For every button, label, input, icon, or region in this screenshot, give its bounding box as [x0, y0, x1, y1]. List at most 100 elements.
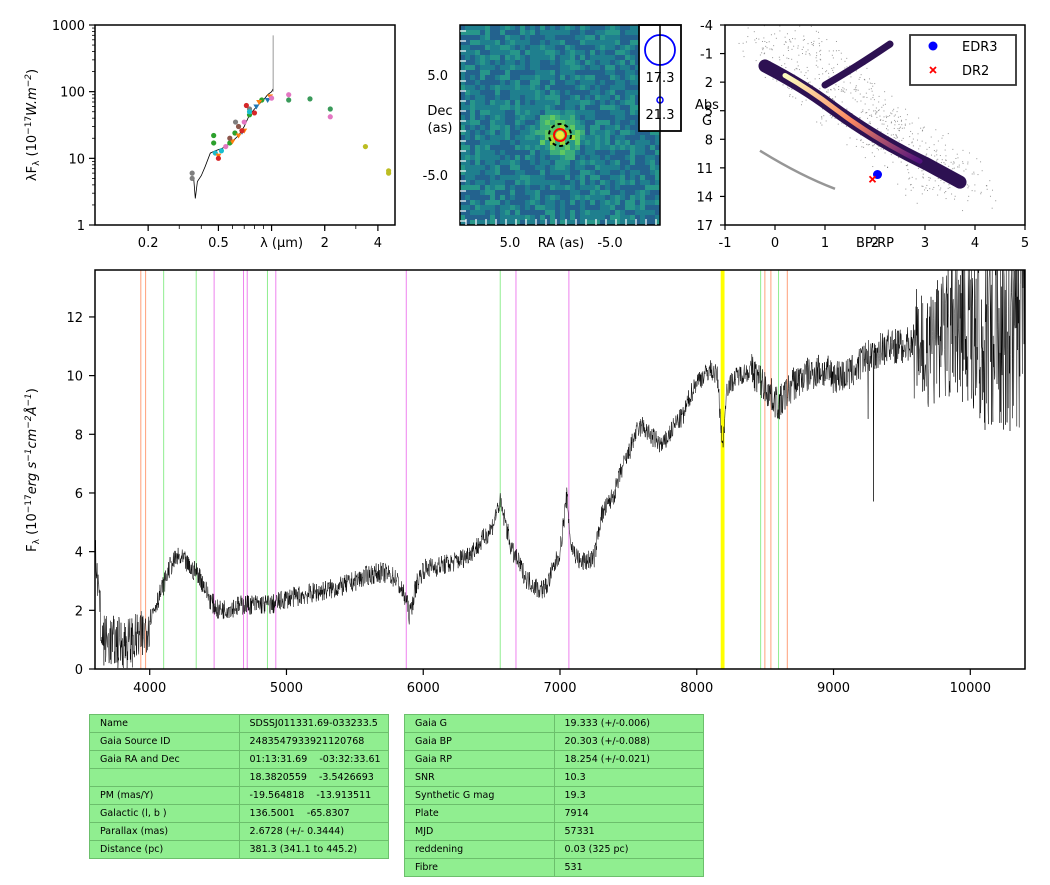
info-table-row: Name SDSSJ011331.69-033233.5 — [89, 714, 389, 733]
spectrum-xtick-label: 7000 — [543, 681, 576, 696]
sed-xtick-label: 4 — [374, 236, 382, 251]
hr-legend-label: EDR3 — [962, 40, 998, 55]
info-table-row: Gaia RA and Dec 01:13:31.69 -03:32:33.61 — [89, 750, 389, 769]
info-table-key: Fibre — [404, 858, 555, 877]
hr-ylabel: G — [702, 114, 712, 129]
info-table-value: 2483547933921120768 — [238, 732, 389, 751]
image-ytick-label: 5.0 — [427, 69, 448, 84]
sed-point — [211, 132, 217, 139]
info-table-key: Synthetic G mag — [404, 786, 555, 805]
sed-point — [386, 170, 392, 176]
info-table-value: -19.564818 -13.913511 — [238, 786, 389, 805]
hr-xtick-label: 0 — [771, 236, 779, 251]
info-table-key: Gaia RP — [404, 750, 555, 769]
info-table-value: 531 — [553, 858, 704, 877]
sed-ytick-label: 1000 — [52, 19, 85, 34]
sed-point — [241, 119, 247, 125]
sed-xtick-label: 0.5 — [208, 236, 229, 251]
info-table-key: Distance (pc) — [89, 840, 240, 859]
hr-main-sequence-core — [782, 72, 923, 164]
sed-point — [215, 155, 222, 161]
info-table-row: Fibre 531 — [404, 858, 704, 877]
info-table-key: Gaia G — [404, 714, 555, 733]
sed-xtick-label: λ (μm) — [260, 236, 303, 251]
sed-point — [327, 114, 333, 120]
info-table-key: Gaia Source ID — [89, 732, 240, 751]
hr-legend-marker-dr2 — [929, 66, 937, 74]
info-table-value: 18.254 (+/-0.021) — [553, 750, 704, 769]
sed-point — [189, 175, 195, 182]
hr-ytick-label: 2 — [705, 76, 713, 91]
hr-ytick-label: 11 — [696, 162, 713, 177]
info-table-value: 0.03 (325 pc) — [553, 840, 704, 859]
spectrum-ytick-label: 6 — [75, 487, 83, 502]
image-xtick-label: 5.0 — [500, 236, 521, 251]
image-xtick-label: -5.0 — [597, 236, 622, 251]
spectrum-ytick-label: 2 — [75, 604, 83, 619]
info-table-value: 19.3 — [553, 786, 704, 805]
info-table-key: Parallax (mas) — [89, 822, 240, 841]
image-xlabel: RA (as) — [538, 236, 584, 251]
sed-point — [286, 92, 292, 98]
sed-point — [253, 104, 260, 110]
info-table-row: Gaia RP 18.254 (+/-0.021) — [404, 750, 704, 769]
sed-point — [307, 96, 313, 102]
sed-frame — [94, 24, 396, 226]
info-table-row: PM (mas/Y) -19.564818 -13.913511 — [89, 786, 389, 805]
info-table-row: Gaia G 19.333 (+/-0.006) — [404, 714, 704, 733]
info-table-value: 136.5001 -65.8307 — [238, 804, 389, 823]
info-table-row: Distance (pc) 381.3 (341.1 to 445.2) — [89, 840, 389, 859]
info-table-value: SDSSJ011331.69-033233.5 — [238, 714, 389, 733]
info-table-row: Galactic (l, b ) 136.5001 -65.8307 — [89, 804, 389, 823]
hr-ylabel: Abs — [695, 98, 719, 113]
sed-point — [246, 109, 253, 115]
hr-point-dr2 — [868, 175, 877, 183]
sed-point — [223, 143, 229, 150]
info-table-row: Parallax (mas) 2.6728 (+/- 0.3444) — [89, 822, 389, 841]
info-table-row: SNR 10.3 — [404, 768, 704, 787]
hr-xtick-label: 4 — [971, 236, 979, 251]
hr-xlabel: BP-RP — [856, 236, 894, 251]
info-table-row: Gaia Source ID 2483547933921120768 — [89, 732, 389, 751]
image-source-marker — [553, 128, 567, 142]
sed-point — [286, 97, 292, 103]
hr-xtick-label: -1 — [719, 236, 732, 251]
sed-xtick-label: 0.2 — [138, 236, 159, 251]
image-frame — [459, 24, 661, 226]
sed-point — [264, 97, 271, 103]
info-table-key — [89, 768, 240, 787]
sed-point — [268, 95, 275, 101]
hr-ytick-label: 5 — [705, 105, 713, 120]
image-aperture — [548, 123, 572, 147]
info-table-row: reddening 0.03 (325 pc) — [404, 840, 704, 859]
spectrum-xtick-label: 10000 — [950, 681, 991, 696]
info-table-value: 7914 — [553, 804, 704, 823]
hr-xtick-label: 3 — [921, 236, 929, 251]
info-table-row: Gaia BP 20.303 (+/-0.088) — [404, 732, 704, 751]
spectrum-ytick-label: 12 — [66, 311, 83, 326]
sed-xtick-label: 2 — [321, 236, 329, 251]
image-source-core — [556, 131, 564, 139]
info-table-key: Gaia RA and Dec — [89, 750, 240, 769]
sed-point — [211, 140, 217, 146]
image-ytick-label: -5.0 — [423, 169, 448, 184]
sed-point — [232, 119, 239, 125]
sed-ylabel: λFλ (10−17W.m−2) — [24, 69, 42, 181]
hr-ytick-label: -4 — [700, 19, 713, 34]
hr-ytick-label: 8 — [705, 133, 713, 148]
info-table-value: 381.3 (341.1 to 445.2) — [238, 840, 389, 859]
spectrum-ytick-label: 4 — [75, 546, 83, 561]
hr-white-dwarf-sequence — [759, 149, 836, 190]
hr-giant-branch — [821, 40, 894, 89]
image-ylabel: (as) — [428, 121, 453, 136]
spectrum-ylabel: Fλ (10−17erg s−1cm−2Å−1) — [24, 388, 42, 552]
hr-xtick-label: 2 — [871, 236, 879, 251]
info-table-row: MJD 57331 — [404, 822, 704, 841]
sed-point — [327, 106, 333, 112]
spectrum-flux — [94, 269, 1026, 669]
info-table-key: Name — [89, 714, 240, 733]
info-table-key: Galactic (l, b ) — [89, 804, 240, 823]
